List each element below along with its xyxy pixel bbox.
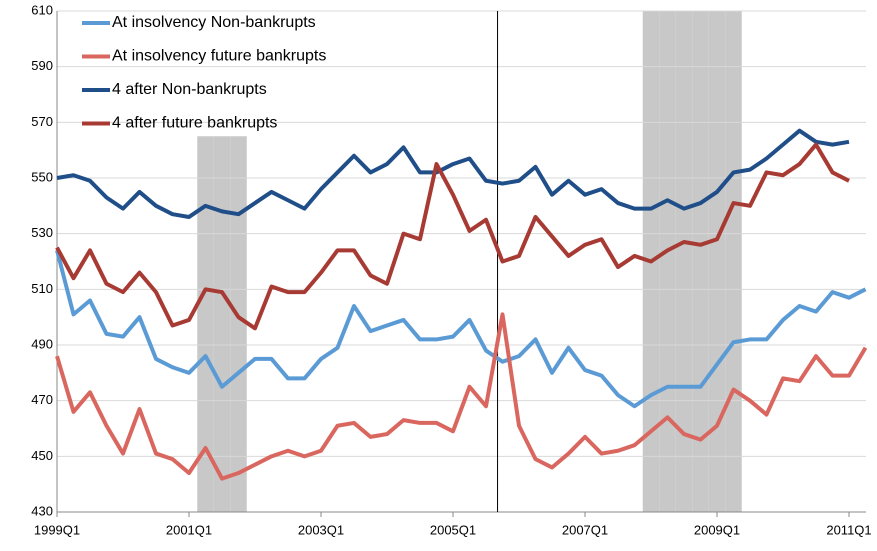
y-tick-label: 470: [31, 392, 53, 407]
y-tick-label: 490: [31, 336, 53, 351]
y-tick-label: 450: [31, 448, 53, 463]
x-tick-label: 2001Q1: [166, 522, 212, 537]
legend-label: At insolvency Non-bankrupts: [112, 14, 316, 31]
y-tick-label: 610: [31, 2, 53, 17]
shaded-band: [725, 11, 742, 512]
shaded-band: [197, 136, 214, 512]
legend-label: 4 after Non-bankrupts: [112, 81, 267, 98]
series-line: [56, 128, 850, 219]
series-line: [55, 249, 867, 409]
x-tick-label: 2009Q1: [694, 522, 740, 537]
shaded-band: [659, 11, 676, 512]
x-tick-label: 2011Q1: [826, 522, 871, 537]
legend-label: 4 after future bankrupts: [112, 115, 277, 132]
x-tick-label: 1999Q1: [34, 522, 80, 537]
y-tick-label: 510: [31, 281, 53, 296]
shaded-band: [213, 136, 231, 512]
shaded-band: [708, 11, 726, 512]
x-tick-label: 2003Q1: [298, 522, 344, 537]
shaded-band: [230, 136, 247, 512]
x-tick-label: 2007Q1: [562, 522, 608, 537]
series-line: [55, 142, 850, 331]
y-tick-label: 550: [31, 169, 53, 184]
y-tick-label: 530: [31, 225, 53, 240]
series-line: [55, 312, 868, 481]
y-tick-label: 590: [31, 58, 53, 73]
x-tick-label: 2005Q1: [430, 522, 476, 537]
y-tick-label: 430: [31, 503, 53, 518]
legend-label: At insolvency future bankrupts: [112, 48, 326, 65]
y-tick-label: 570: [31, 114, 53, 129]
